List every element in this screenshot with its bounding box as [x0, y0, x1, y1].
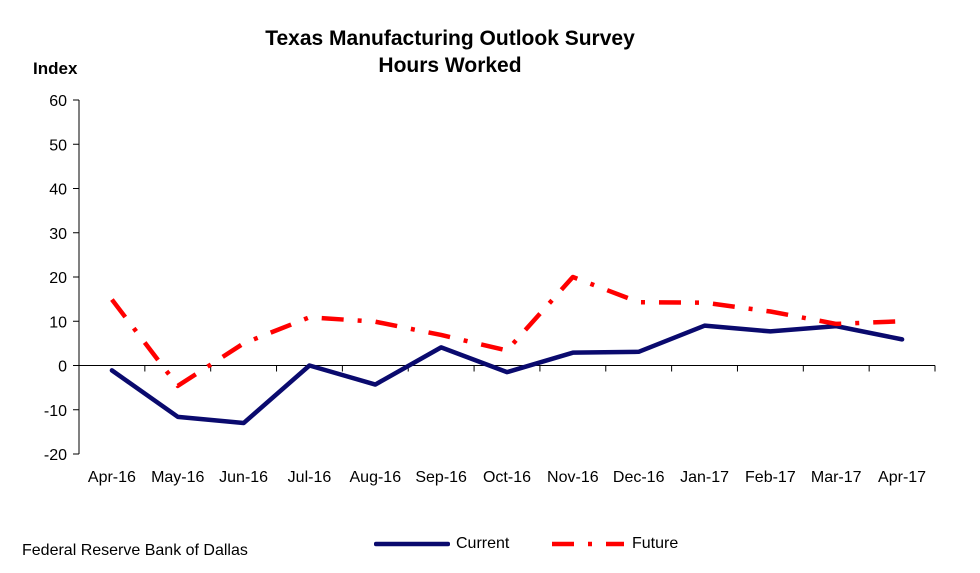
- data-point-current: [571, 351, 575, 355]
- x-tick-label: Mar-17: [811, 469, 862, 486]
- x-tick-label: Oct-16: [483, 469, 531, 486]
- data-point-future: [768, 310, 772, 314]
- x-tick-label: Jan-17: [680, 469, 729, 486]
- series-line-future: [110, 274, 903, 389]
- data-point-future: [505, 348, 509, 352]
- legend-label-future: Future: [632, 535, 679, 552]
- x-tick-label: May-16: [151, 469, 204, 486]
- y-tick-label: 50: [49, 137, 67, 154]
- data-point-future: [571, 275, 575, 279]
- legend-label-current: Current: [456, 535, 510, 552]
- legend-item-current: Current: [374, 535, 509, 553]
- legend-item-future: Future: [550, 535, 678, 553]
- data-point-current: [505, 370, 509, 374]
- x-tick-label: Apr-17: [878, 469, 926, 486]
- data-point-future: [176, 384, 180, 388]
- data-point-current: [768, 329, 772, 333]
- chart-title: Texas Manufacturing Outlook Survey: [265, 27, 635, 50]
- y-tick-label: 10: [49, 314, 67, 331]
- x-tick-label: Jul-16: [288, 469, 332, 486]
- x-tick-label: Sep-16: [415, 469, 467, 486]
- data-point-future: [834, 322, 838, 326]
- chart-subtitle: Hours Worked: [378, 54, 522, 77]
- x-tick-label: Aug-16: [350, 469, 402, 486]
- source-note: Federal Reserve Bank of Dallas: [22, 542, 248, 559]
- data-point-future: [242, 341, 246, 345]
- x-tick-label: Dec-16: [613, 469, 665, 486]
- y-tick-label: -20: [44, 447, 67, 464]
- legend-swatch-current: [374, 541, 450, 547]
- y-tick-label: 0: [58, 359, 67, 376]
- data-point-future: [703, 301, 707, 305]
- data-point-current: [307, 364, 311, 368]
- data-point-future: [110, 298, 114, 302]
- y-tick-label: 30: [49, 226, 67, 243]
- data-point-future: [637, 300, 641, 304]
- x-tick-label: Nov-16: [547, 469, 599, 486]
- data-point-future: [373, 320, 377, 324]
- y-axis-label: Index: [33, 59, 78, 78]
- data-point-current: [637, 350, 641, 354]
- data-point-current: [176, 415, 180, 419]
- x-tick-label: Apr-16: [88, 469, 136, 486]
- data-point-current: [242, 421, 246, 425]
- legend-swatch-future: [552, 541, 624, 547]
- series-line-current: [109, 323, 905, 426]
- data-point-future: [439, 333, 443, 337]
- data-point-current: [439, 345, 443, 349]
- data-point-current: [373, 383, 377, 387]
- y-tick-label: 40: [49, 182, 67, 199]
- x-tick-label: Feb-17: [745, 469, 796, 486]
- y-tick-label: 20: [49, 270, 67, 287]
- data-point-future: [900, 319, 904, 323]
- data-point-current: [703, 324, 707, 328]
- y-tick-label: 60: [49, 93, 67, 110]
- data-point-future: [307, 315, 311, 319]
- y-tick-label: -10: [44, 403, 67, 420]
- data-point-current: [110, 368, 114, 372]
- x-tick-label: Jun-16: [219, 469, 268, 486]
- data-point-current: [900, 337, 904, 341]
